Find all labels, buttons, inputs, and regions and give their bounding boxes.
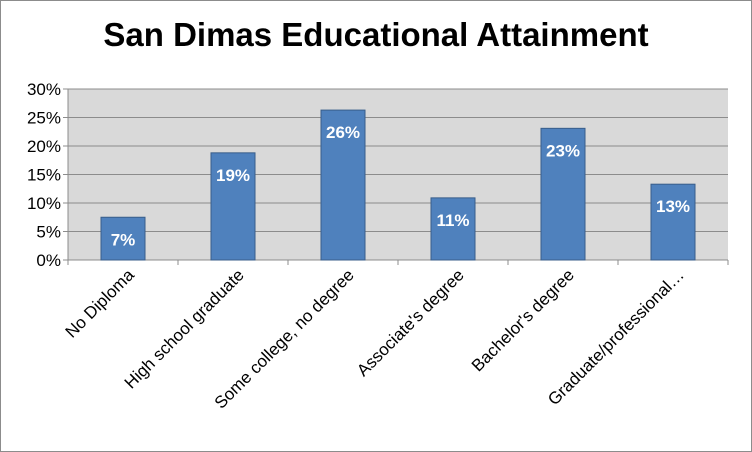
y-tick-label: 0% <box>36 251 61 270</box>
data-labels: 7% 19% 26% 11% 23% 13% <box>111 123 690 249</box>
y-tick-label: 10% <box>27 194 61 213</box>
bars <box>100 109 696 261</box>
x-tick-label: Bachelor's degree <box>468 265 578 375</box>
bar <box>650 183 696 261</box>
y-tick-label: 25% <box>27 109 61 128</box>
x-tick-label: High school graduate <box>121 265 248 392</box>
y-tick-label: 30% <box>27 80 61 99</box>
data-label: 13% <box>656 197 690 216</box>
chart-title: San Dimas Educational Attainment <box>103 16 649 53</box>
bar <box>430 197 476 261</box>
x-tick-label: Associate's degree <box>353 265 468 380</box>
data-label: 19% <box>216 166 250 185</box>
bar <box>320 109 366 261</box>
y-tick-label: 15% <box>27 166 61 185</box>
data-label: 26% <box>326 123 360 142</box>
y-tick-labels: 0% 5% 10% 15% 20% 25% 30% <box>27 80 61 270</box>
data-label: 23% <box>546 141 580 160</box>
x-tick-label: No Diploma <box>62 265 139 342</box>
data-label: 7% <box>111 230 136 249</box>
axes <box>67 89 729 265</box>
bar <box>540 127 586 261</box>
gridlines <box>63 88 728 261</box>
y-tick-label: 20% <box>27 137 61 156</box>
bar <box>210 152 256 261</box>
data-label: 11% <box>436 211 469 230</box>
bar <box>100 216 146 261</box>
y-tick-label: 5% <box>36 223 61 242</box>
